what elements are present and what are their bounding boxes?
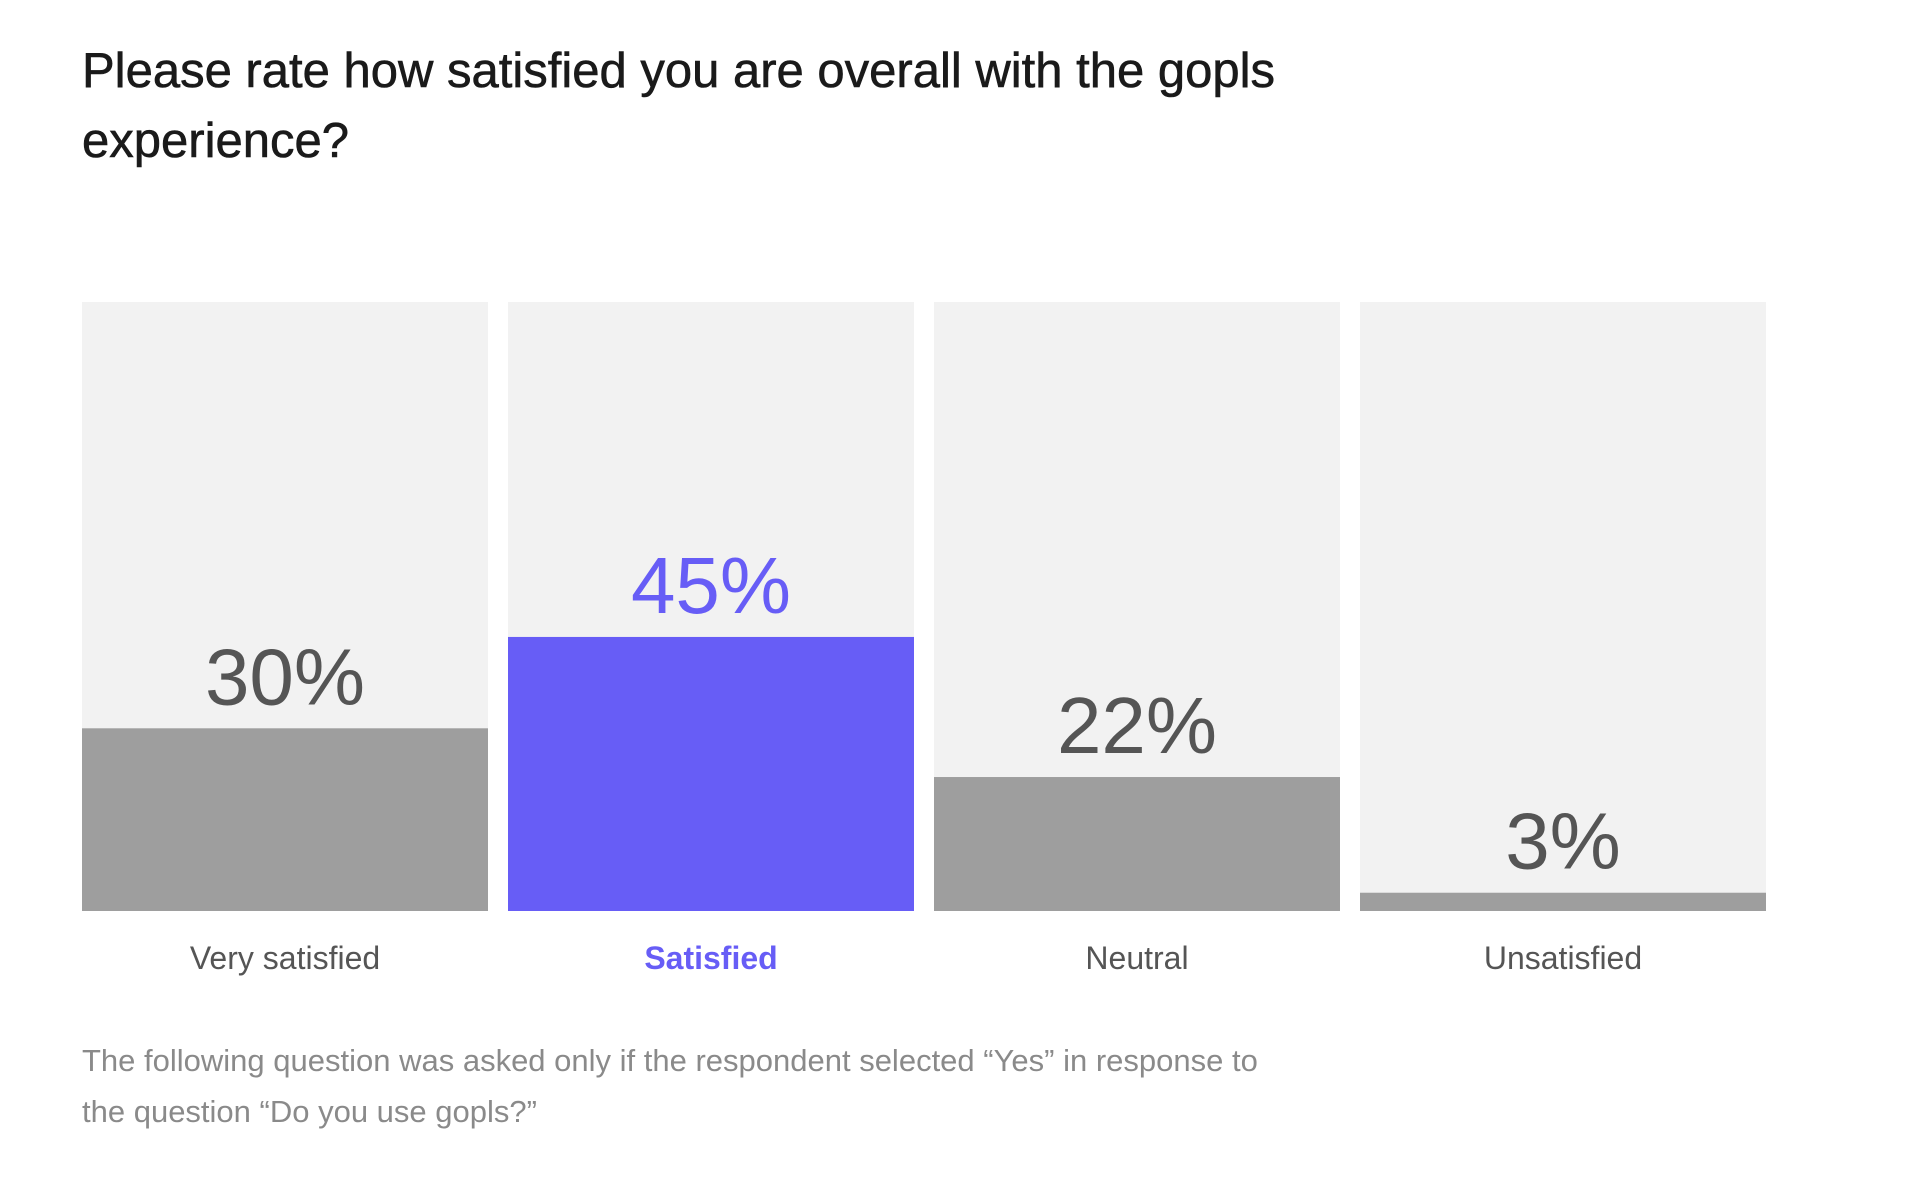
footnote: The following question was asked only if… xyxy=(82,1043,1258,1129)
bar-very-satisfied xyxy=(82,728,488,911)
bar-satisfied xyxy=(508,636,914,911)
bar-chart: 30% Very satisfied 45% Satisfied 22% Neutral 3… xyxy=(82,302,1766,976)
chart-title: Please rate how satisfied you are overal… xyxy=(82,44,1276,169)
bar-value-label: 3% xyxy=(1505,797,1621,886)
category-label: Satisfied xyxy=(644,940,777,976)
bar-group-very-satisfied: 30% Very satisfied xyxy=(82,302,488,976)
bar-value-label: 30% xyxy=(205,632,365,721)
category-label: Unsatisfied xyxy=(1484,940,1642,976)
category-label: Very satisfied xyxy=(190,940,380,976)
bar-value-label: 45% xyxy=(631,541,791,630)
bar-unsatisfied xyxy=(1360,892,1766,911)
bar-value-label: 22% xyxy=(1057,681,1217,770)
bar-group-neutral: 22% Neutral xyxy=(934,302,1340,976)
category-label: Neutral xyxy=(1085,940,1188,976)
bar-track xyxy=(1360,302,1766,911)
bar-group-unsatisfied: 3% Unsatisfied xyxy=(1360,302,1766,976)
bar-neutral xyxy=(934,777,1340,911)
bars-layer: 30% Very satisfied 45% Satisfied 22% Neutral 3… xyxy=(82,302,1766,976)
bar-group-satisfied: 45% Satisfied xyxy=(508,302,914,976)
